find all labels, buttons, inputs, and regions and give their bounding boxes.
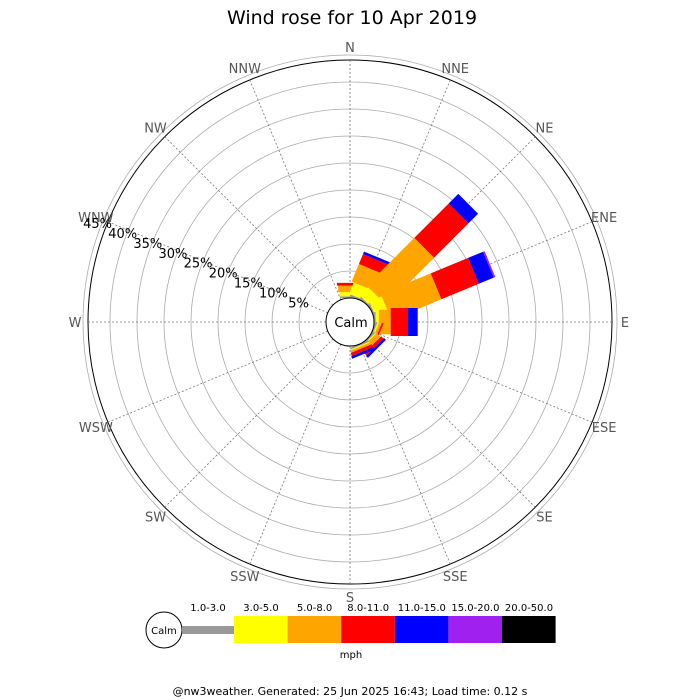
ring-label-35: 35% [133, 237, 162, 252]
ring-label-30: 30% [158, 247, 187, 262]
direction-label-w: W [69, 316, 82, 331]
ring-label-40: 40% [108, 227, 137, 242]
legend-label-4: 11.0-15.0 [398, 603, 446, 614]
direction-label-s: S [346, 591, 354, 606]
bar-e-bin-3 [390, 308, 408, 336]
bar-ene-bin-5 [483, 251, 496, 278]
ring-45 [82, 54, 618, 590]
bar-ne-bin-3 [414, 203, 469, 258]
bar-sse-bin-0 [350, 340, 369, 350]
direction-label-ese: ESE [592, 421, 617, 436]
direction-label-nnw: NNW [229, 62, 261, 77]
direction-labels-group: N NNE NE ENE E ESE SE SSE S SSW SW WSW W WNW NW NNW [69, 41, 630, 606]
direction-label-n: N [345, 41, 355, 56]
legend-swatch-1 [234, 616, 288, 643]
legend-unit-label: mph [340, 650, 362, 661]
direction-label-e: E [621, 316, 629, 331]
calm-circle [325, 297, 375, 347]
ring-label-5: 5% [288, 296, 309, 311]
legend-swatch-3 [341, 616, 395, 643]
ring-label-10: 10% [259, 286, 288, 301]
legend-swatch-6 [502, 616, 556, 643]
calm-circle-group: Calm [325, 297, 375, 347]
bar-nne-bin-3 [358, 254, 389, 275]
direction-label-wsw: WSW [79, 421, 113, 436]
bars-group [337, 193, 496, 359]
ring-label-15: 15% [234, 277, 263, 292]
direction-label-wnw: WNW [78, 211, 114, 226]
legend-label-6: 20.0-50.0 [505, 603, 553, 614]
bar-sse-bin-1 [350, 341, 370, 351]
direction-label-sw: SW [145, 511, 166, 526]
direction-label-nw: NW [144, 122, 167, 137]
bar-sse-bin-3 [350, 344, 373, 356]
bar-nne-bin-4 [363, 251, 390, 265]
bar-sse-bin-2 [350, 342, 371, 353]
bar-ene-bin-3 [430, 257, 479, 300]
calm-label: Calm [334, 316, 367, 331]
bar-ene-bin-4 [468, 251, 494, 284]
ring-25 [190, 162, 510, 482]
legend-label-5: 15.0-20.0 [451, 603, 499, 614]
footer-text: @nw3weather. Generated: 25 Jun 2025 16:4… [173, 685, 528, 698]
legend-items-group: 1.0-3.0 3.0-5.0 5.0-8.0 8.0-11.0 11.0-15.0 15… [182, 603, 556, 643]
legend-swatch-0 [182, 626, 234, 634]
legend-label-2: 5.0-8.0 [297, 603, 332, 614]
legend-label-0: 1.0-3.0 [190, 603, 225, 614]
legend-swatch-5 [448, 616, 502, 643]
bar-e-bin-4 [408, 308, 418, 336]
ring-label-25: 25% [184, 257, 213, 272]
chart-title: Wind rose for 10 Apr 2019 [227, 7, 477, 29]
legend-label-3: 8.0-11.0 [347, 603, 389, 614]
bar-se-bin-4 [366, 338, 386, 358]
bar-ne-bin-2 [366, 237, 435, 306]
direction-label-sse: SSE [443, 570, 468, 585]
ring-label-20: 20% [209, 267, 238, 282]
direction-label-ssw: SSW [230, 570, 260, 585]
direction-label-nne: NNE [441, 62, 469, 77]
direction-label-ene: ENE [591, 211, 617, 226]
bar-sse-bin-4 [351, 347, 375, 359]
bar-ne-bin-4 [448, 193, 479, 224]
ring-label-45: 45% [83, 217, 112, 232]
bar-e-bin-2 [378, 309, 391, 335]
legend-swatch-4 [394, 616, 449, 643]
legend: Calm 1.0-3.0 3.0-5.0 5.0-8.0 8.0-11.0 11.0-1… [145, 603, 556, 661]
direction-label-se: SE [536, 511, 552, 526]
legend-swatch-2 [287, 616, 342, 643]
legend-calm-label: Calm [151, 626, 177, 637]
direction-label-ne: NE [536, 122, 554, 137]
legend-label-1: 3.0-5.0 [243, 603, 278, 614]
ring-labels-group: 5%10%15%20%25%30%35%40%45% [83, 217, 309, 311]
